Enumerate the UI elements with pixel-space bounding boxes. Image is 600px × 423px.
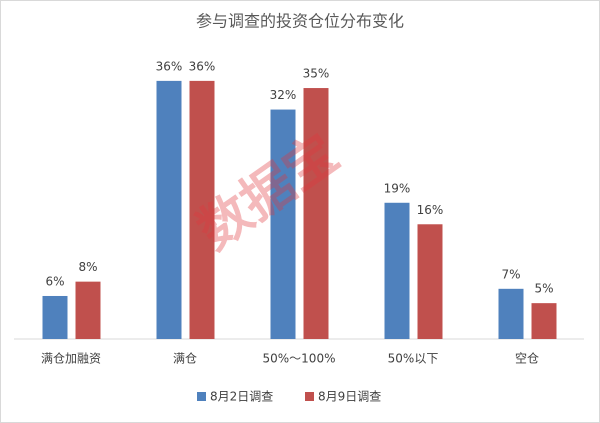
bar — [75, 281, 101, 339]
data-label: 36% — [189, 59, 216, 73]
bar — [42, 295, 68, 339]
bar — [303, 88, 329, 339]
x-tick-label: 50%以下 — [388, 352, 439, 366]
legend-label: 8月9日调查 — [318, 390, 381, 404]
data-label: 19% — [384, 181, 411, 195]
data-label: 7% — [501, 267, 520, 281]
data-label: 35% — [303, 67, 330, 81]
bar — [531, 303, 557, 339]
legend-swatch — [305, 392, 314, 401]
data-label: 36% — [156, 59, 183, 73]
x-tick-label: 50%～100% — [263, 352, 336, 366]
legend-swatch — [197, 392, 206, 401]
x-tick-label: 满仓加融资 — [41, 352, 101, 366]
data-label: 32% — [270, 88, 297, 102]
bar — [498, 288, 524, 339]
bar — [156, 80, 182, 339]
data-label: 5% — [534, 282, 553, 296]
bar — [270, 109, 296, 339]
bar — [417, 224, 443, 339]
bar — [384, 202, 410, 339]
x-tick-label: 满仓 — [173, 352, 197, 366]
x-tick-label: 空仓 — [515, 352, 539, 366]
data-label: 8% — [78, 260, 97, 274]
legend-label: 8月2日调查 — [210, 390, 273, 404]
chart-title: 参与调查的投资仓位分布变化 — [196, 12, 404, 31]
data-label: 6% — [45, 274, 64, 288]
bar — [189, 80, 215, 339]
data-label: 16% — [417, 203, 444, 217]
